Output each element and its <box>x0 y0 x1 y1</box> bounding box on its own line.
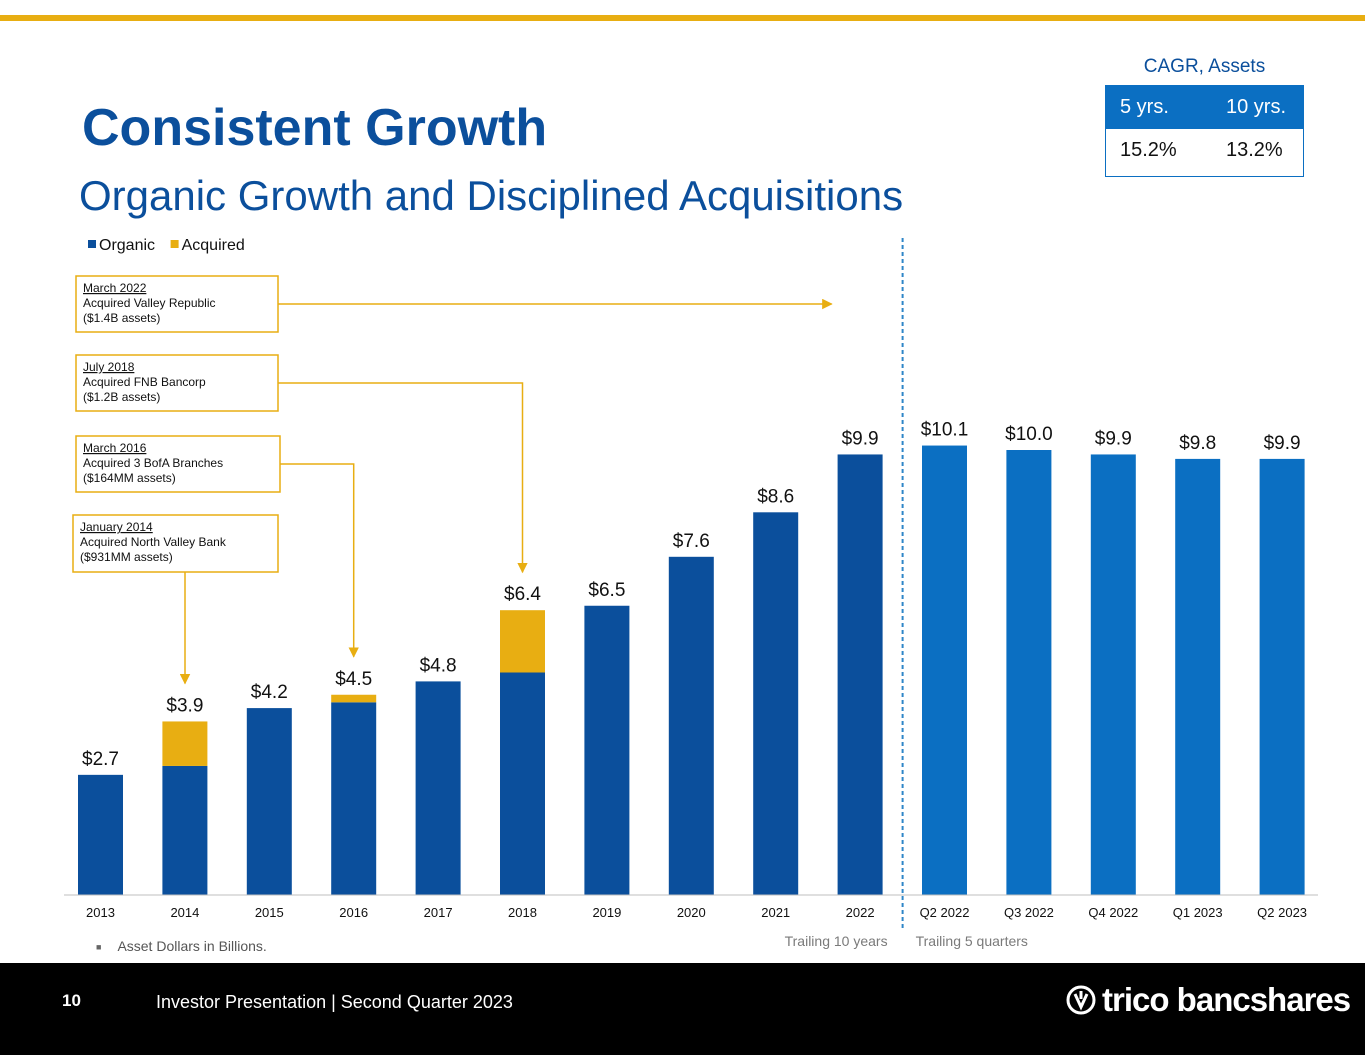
footnote: ■ Asset Dollars in Billions. <box>96 938 267 954</box>
bar-acquired-2014 <box>162 721 208 766</box>
value-label-2016: $4.5 <box>335 669 372 690</box>
cagr-table: 5 yrs. 10 yrs. 15.2% 13.2% <box>1105 85 1304 177</box>
annotation-date-july-2018: July 2018 <box>83 360 135 374</box>
section-label-trailing-years: Trailing 10 years <box>785 933 888 949</box>
section-label-trailing-quarters: Trailing 5 quarters <box>916 933 1028 949</box>
legend-label-acquired: Acquired <box>182 237 245 254</box>
annotation-date-march-2022: March 2022 <box>83 281 147 295</box>
bars-group <box>78 445 1305 895</box>
x-tick-q2-2022: Q2 2022 <box>920 905 970 920</box>
annotation-date-january-2014: January 2014 <box>80 520 153 534</box>
value-label-q1-2023: $9.8 <box>1179 433 1216 454</box>
bar-organic-2015 <box>246 708 292 895</box>
bar-organic-2022 <box>837 454 883 895</box>
company-logo: trico bancshares <box>1066 981 1351 1019</box>
cagr-header-5yr: 5 yrs. <box>1120 96 1169 118</box>
chart-legend: Organic Acquired <box>88 237 245 254</box>
cagr-value-5yr: 15.2% <box>1120 139 1177 161</box>
annotation-box-march-2022 <box>75 275 279 333</box>
cagr-header-10yr: 10 yrs. <box>1226 96 1287 118</box>
value-label-2015: $4.2 <box>251 682 288 703</box>
annotation-desc-march-2016: Acquired 3 BofA Branches <box>83 456 223 470</box>
x-tick-2015: 2015 <box>255 905 284 920</box>
x-tick-2016: 2016 <box>339 905 368 920</box>
footer-text: Investor Presentation | Second Quarter 2… <box>156 992 513 1012</box>
x-tick-2014: 2014 <box>170 905 199 920</box>
x-tick-2019: 2019 <box>592 905 621 920</box>
bar-organic-2018 <box>500 672 545 895</box>
bar-organic-q4-2022 <box>1090 454 1136 895</box>
legend-swatch-organic <box>88 240 96 248</box>
x-tick-q3-2022: Q3 2022 <box>1004 905 1054 920</box>
annotation-assets-july-2018: ($1.2B assets) <box>83 390 160 404</box>
bar-organic-q2-2022 <box>922 445 967 895</box>
annotation-arrow-march-2016 <box>280 463 359 658</box>
x-tick-2020: 2020 <box>677 905 706 920</box>
value-label-2020: $7.6 <box>673 531 710 552</box>
footnote-text: Asset Dollars in Billions. <box>117 938 267 954</box>
value-label-2014: $3.9 <box>166 695 203 716</box>
bar-organic-2019 <box>584 605 630 895</box>
x-tick-2017: 2017 <box>424 905 453 920</box>
value-labels-group: $2.7 $3.9 $4.2 $4.5 $4.8 $6.4 $6.5 $7.6 $8.6 $9.9… <box>82 420 1301 770</box>
value-label-q3-2022: $10.0 <box>1005 424 1053 445</box>
page-subtitle: Organic Growth and Disciplined Acquisiti… <box>79 172 904 219</box>
annotation-date-march-2016: March 2016 <box>83 441 147 455</box>
x-tick-q1-2023: Q1 2023 <box>1173 905 1223 920</box>
x-tick-2013: 2013 <box>86 905 115 920</box>
value-label-2018: $6.4 <box>504 584 541 605</box>
annotation-assets-march-2016: ($164MM assets) <box>83 471 176 485</box>
top-accent-bar <box>0 15 1365 21</box>
value-label-2021: $8.6 <box>757 486 794 507</box>
bar-organic-q3-2022 <box>1006 450 1052 895</box>
cagr-value-10yr: 13.2% <box>1226 139 1283 161</box>
x-tick-2022: 2022 <box>846 905 875 920</box>
annotation-desc-january-2014: Acquired North Valley Bank <box>80 535 227 549</box>
logo-text: trico bancshares <box>1102 981 1351 1018</box>
value-label-q2-2023: $9.9 <box>1264 433 1301 454</box>
cagr-header-row: 5 yrs. 10 yrs. <box>1106 86 1303 129</box>
bar-organic-2016 <box>331 702 377 895</box>
value-label-q2-2022: $10.1 <box>921 420 969 441</box>
annotation-desc-july-2018: Acquired FNB Bancorp <box>83 375 206 389</box>
value-label-2022: $9.9 <box>842 428 879 449</box>
page-title: Consistent Growth <box>82 99 548 157</box>
annotation-assets-january-2014: ($931MM assets) <box>80 550 173 564</box>
value-label-2017: $4.8 <box>420 655 457 676</box>
bar-organic-q2-2023 <box>1259 458 1305 895</box>
bar-organic-2013 <box>78 774 123 895</box>
bar-acquired-2016 <box>331 694 377 703</box>
x-tick-2021: 2021 <box>761 905 790 920</box>
footer-bar: 10 Investor Presentation | Second Quarte… <box>0 963 1365 1055</box>
value-label-q4-2022: $9.9 <box>1095 428 1132 449</box>
annotation-assets-march-2022: ($1.4B assets) <box>83 311 160 325</box>
legend-swatch-acquired <box>170 240 179 248</box>
value-label-2013: $2.7 <box>82 749 119 770</box>
x-tick-2018: 2018 <box>508 905 537 920</box>
x-tick-q2-2023: Q2 2023 <box>1257 905 1307 920</box>
page-number: 10 <box>62 991 81 1010</box>
annotation-box-january-2014 <box>72 514 279 573</box>
x-axis: 2013 2014 2015 2016 2017 2018 2019 2020 2021 2022… <box>64 238 1318 949</box>
bar-organic-2017 <box>415 681 461 895</box>
asset-growth-chart: Organic Acquired $2.7 $3.9 $4.2 $4.5 $4.8 $6.4… <box>64 237 1318 949</box>
cagr-label: CAGR, Assets <box>1143 56 1266 77</box>
bar-acquired-2018 <box>500 610 545 673</box>
x-tick-q4-2022: Q4 2022 <box>1088 905 1138 920</box>
legend-label-organic: Organic <box>99 237 155 254</box>
annotation-box-march-2016 <box>75 435 281 493</box>
bar-organic-2021 <box>753 512 799 895</box>
bar-organic-q1-2023 <box>1175 458 1221 895</box>
annotation-desc-march-2022: Acquired Valley Republic <box>83 296 216 310</box>
bar-organic-2020 <box>668 556 714 895</box>
bar-organic-2014 <box>162 765 208 895</box>
annotation-arrow-july-2018 <box>278 382 528 574</box>
bullet-icon: ■ <box>96 942 102 953</box>
value-label-2019: $6.5 <box>588 580 625 601</box>
logo-mark-icon <box>1066 985 1096 1015</box>
cagr-value-row: 15.2% 13.2% <box>1106 129 1303 176</box>
